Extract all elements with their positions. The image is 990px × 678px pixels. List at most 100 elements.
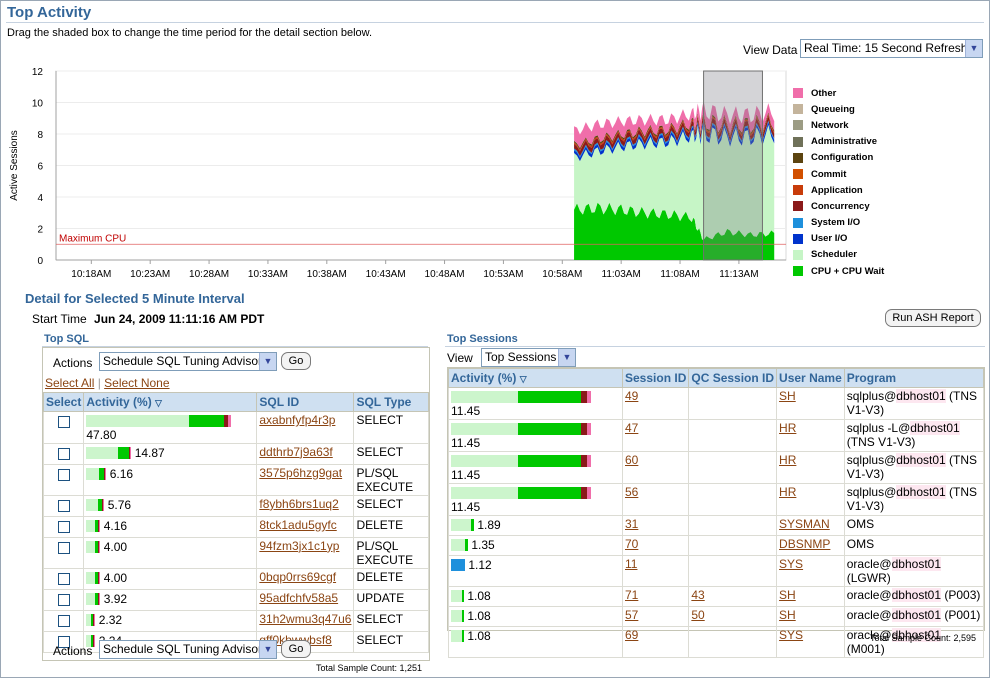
session-id-cell: 70 bbox=[621, 535, 690, 556]
user-name-link[interactable]: SYSMAN bbox=[779, 517, 830, 531]
user-name-link[interactable]: SH bbox=[779, 588, 796, 602]
row-checkbox[interactable] bbox=[57, 635, 70, 648]
legend-label: Scheduler bbox=[811, 249, 857, 261]
legend-item[interactable]: Concurrency bbox=[793, 198, 884, 214]
sql-id-link[interactable]: f8ybh6brs1uq2 bbox=[259, 496, 339, 511]
row-checkbox[interactable] bbox=[57, 520, 70, 533]
row-checkbox[interactable] bbox=[57, 499, 70, 512]
sql-id-link[interactable]: 94fzm3jx1c1yp bbox=[259, 538, 340, 553]
sql-id-cell: 3575p6hzg9gat bbox=[256, 463, 355, 496]
legend-item[interactable]: Other bbox=[793, 85, 884, 101]
row-checkbox[interactable] bbox=[57, 593, 70, 606]
sql-type-cell: SELECT bbox=[353, 630, 429, 653]
legend-item[interactable]: Network bbox=[793, 117, 884, 133]
x-axis: 10:18AM 10:23AM 10:28AM 10:33AM 10:38AM 10:43… bbox=[56, 259, 786, 280]
session-id-link[interactable]: 47 bbox=[625, 421, 639, 435]
col-session-id: Session ID bbox=[621, 368, 690, 388]
legend-item[interactable]: Application bbox=[793, 182, 884, 198]
sql-actions-select[interactable]: Schedule SQL Tuning Advisor ▼ bbox=[99, 352, 277, 371]
user-name-link[interactable]: SH bbox=[779, 608, 796, 622]
session-id-link[interactable]: 31 bbox=[625, 517, 639, 531]
session-id-link[interactable]: 49 bbox=[625, 389, 639, 403]
activity-bar bbox=[86, 414, 232, 427]
row-select-cell bbox=[42, 463, 85, 496]
legend-swatch bbox=[793, 120, 803, 131]
selection-window[interactable] bbox=[703, 70, 763, 261]
program-prefix: sqlplus@ bbox=[846, 485, 897, 499]
activity-cell: 4.00 bbox=[83, 536, 258, 569]
run-ash-report-button[interactable]: Run ASH Report bbox=[885, 309, 981, 327]
legend-label: Concurrency bbox=[811, 200, 870, 212]
activity-value: 2.32 bbox=[98, 612, 123, 627]
sql-id-link[interactable]: 0bqp0rrs69cgf bbox=[259, 569, 337, 584]
session-id-link[interactable]: 70 bbox=[625, 537, 639, 551]
user-name-link[interactable]: HR bbox=[779, 453, 797, 467]
row-checkbox[interactable] bbox=[57, 541, 70, 554]
session-id-link[interactable]: 71 bbox=[625, 588, 639, 602]
sql-id-link[interactable]: 3575p6hzg9gat bbox=[259, 465, 343, 480]
user-name-link[interactable]: HR bbox=[779, 421, 797, 435]
qc-session-cell bbox=[688, 626, 778, 658]
user-name-link[interactable]: HR bbox=[779, 485, 797, 499]
activity-cell: 4.16 bbox=[83, 515, 258, 538]
user-name-link[interactable]: DBSNMP bbox=[779, 537, 831, 551]
legend-item[interactable]: Queueing bbox=[793, 101, 884, 117]
qc-session-link[interactable]: 50 bbox=[691, 608, 705, 622]
row-checkbox[interactable] bbox=[57, 572, 70, 585]
sql-actions-select-bottom[interactable]: Schedule SQL Tuning Advisor ▼ bbox=[99, 640, 277, 659]
qc-session-link[interactable]: 43 bbox=[691, 588, 705, 602]
legend-item[interactable]: System I/O bbox=[793, 215, 884, 231]
program-cell: oracle@dbhost01 (P003) bbox=[843, 586, 985, 607]
legend-item[interactable]: Configuration bbox=[793, 150, 884, 166]
activity-bar bbox=[451, 558, 465, 571]
legend-item[interactable]: Commit bbox=[793, 166, 884, 182]
program-prefix: OMS bbox=[846, 537, 875, 551]
session-id-cell: 56 bbox=[621, 483, 690, 516]
select-all-link[interactable]: Select All bbox=[45, 376, 95, 390]
session-id-link[interactable]: 60 bbox=[625, 453, 639, 467]
maximum-cpu-label: Maximum CPU bbox=[59, 233, 126, 244]
user-name-link[interactable]: SYS bbox=[779, 557, 804, 571]
session-id-link[interactable]: 11 bbox=[625, 557, 638, 571]
sql-id-link[interactable]: axabnfyfp4r3p bbox=[259, 413, 336, 427]
select-none-link[interactable]: Select None bbox=[104, 376, 170, 390]
sql-type-cell: PL/SQL EXECUTE bbox=[353, 536, 429, 569]
sql-id-link[interactable]: ddthrb7j9a63f bbox=[259, 444, 333, 459]
session-id-link[interactable]: 56 bbox=[625, 485, 639, 499]
row-select-cell bbox=[42, 536, 85, 569]
session-id-link[interactable]: 69 bbox=[625, 628, 639, 642]
program-host: dbhost01 bbox=[896, 485, 946, 499]
legend-item[interactable]: User I/O bbox=[793, 231, 884, 247]
sql-go-button-bottom[interactable]: Go bbox=[281, 640, 311, 658]
sql-id-link[interactable]: 95adfchfv58a5 bbox=[259, 590, 339, 605]
activity-value: 1.08 bbox=[467, 628, 491, 643]
row-checkbox[interactable] bbox=[57, 468, 70, 481]
sql-id-link[interactable]: 31h2wmu3q47u6 bbox=[259, 611, 352, 626]
x-tick-label: 10:18AM bbox=[71, 269, 111, 280]
sql-id-link[interactable]: gff0kbwwbsf8 bbox=[259, 633, 332, 647]
col-activity[interactable]: Activity (%) ▽ bbox=[448, 368, 623, 388]
col-qc-session-id: QC Session ID bbox=[688, 368, 778, 388]
view-data-select[interactable]: Real Time: 15 Second Refresh ▼ bbox=[800, 39, 983, 58]
row-checkbox[interactable] bbox=[57, 447, 70, 460]
row-checkbox[interactable] bbox=[57, 416, 70, 428]
legend-item[interactable]: CPU + CPU Wait bbox=[793, 263, 884, 279]
sql-total-count: Total Sample Count: 1,251 bbox=[316, 663, 423, 673]
user-name-link[interactable]: SYS bbox=[779, 628, 804, 642]
legend-item[interactable]: Scheduler bbox=[793, 247, 884, 263]
row-checkbox[interactable] bbox=[57, 614, 70, 627]
program-host: dbhost01 bbox=[891, 628, 942, 642]
chevron-down-icon: ▼ bbox=[259, 353, 276, 370]
sql-id-link[interactable]: 8tck1adu5gyfc bbox=[259, 517, 337, 532]
x-tick-label: 10:28AM bbox=[189, 269, 229, 280]
sessions-view-select[interactable]: Top Sessions ▼ bbox=[481, 348, 576, 367]
sql-go-button[interactable]: Go bbox=[281, 352, 311, 370]
user-name-cell: SH bbox=[776, 586, 845, 607]
activity-value: 1.08 bbox=[467, 608, 491, 623]
col-activity[interactable]: Activity (%) ▽ bbox=[83, 392, 258, 412]
qc-session-cell bbox=[688, 451, 778, 484]
session-id-link[interactable]: 57 bbox=[625, 608, 639, 622]
user-name-link[interactable]: SH bbox=[779, 389, 796, 403]
legend-item[interactable]: Administrative bbox=[793, 134, 884, 150]
legend-label: User I/O bbox=[811, 233, 848, 245]
